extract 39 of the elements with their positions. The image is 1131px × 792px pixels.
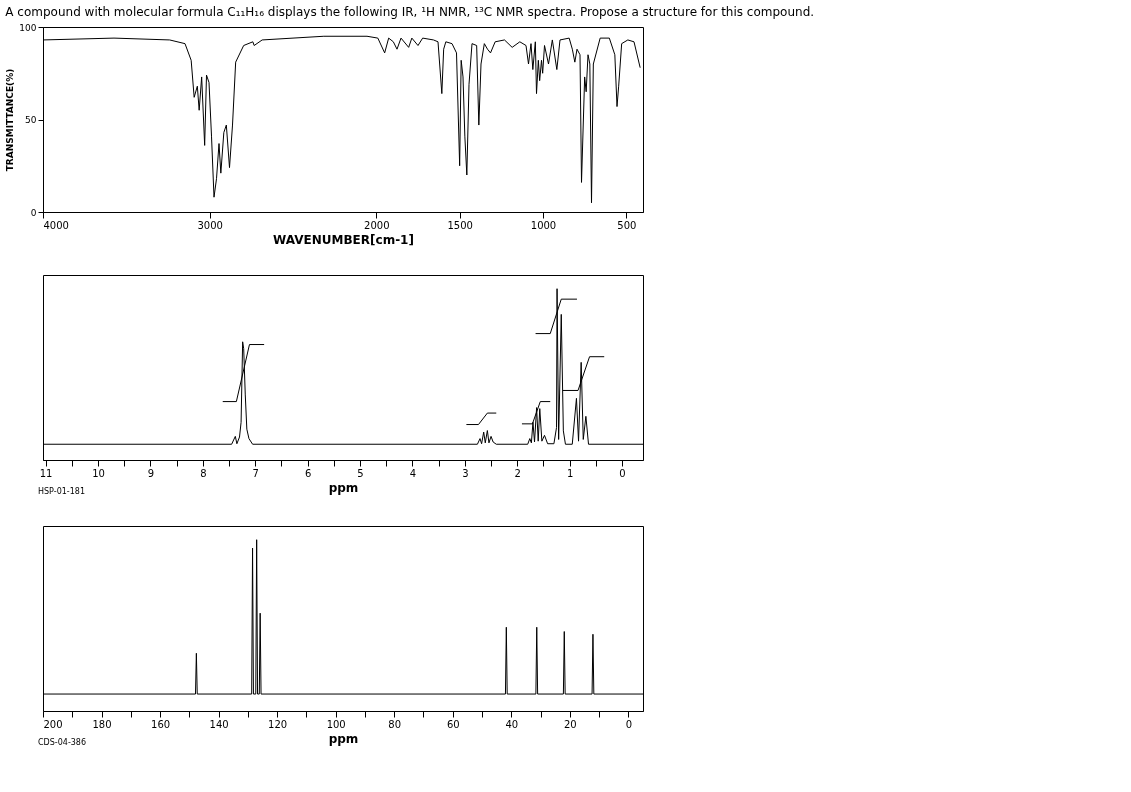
x-tick-label: 8 [200,467,207,479]
x-tick-label: 200 [43,718,63,730]
x-axis-title: ppm [328,731,359,746]
text: CDS-04-386 [38,738,87,747]
x-tick-label: 5 [357,467,364,479]
y-tick-label: 50 [25,115,37,125]
x-axis-title: ppm [328,480,359,495]
x-tick-label: 4 [409,467,417,479]
x-tick-label: 11 [39,467,53,479]
x-tick-label: 7 [252,467,259,479]
x-tick-label: 3000 [197,219,223,231]
x-tick-label: 10 [92,467,105,479]
x-tick-label: 9 [147,467,155,479]
y-tick-label: 100 [19,22,37,33]
x-tick-label: 140 [209,718,229,730]
text: HSP-01-181 [38,487,85,496]
x-tick-label: 500 [617,219,637,231]
x-tick-label: 40 [505,718,519,730]
y-tick-label: 0 [30,207,37,218]
x-tick-label: 6 [304,467,312,479]
x-tick-label: 100 [326,718,346,730]
x-tick-label: 1 [566,467,574,479]
chart-title: A compound with molecular formula C₁₁H₁₆ displays the following IR, ¹H NMR, ¹³C NMR spectra. Propose a structure for this compound. [5,4,815,19]
x-tick-label: 1000 [530,219,557,231]
x-tick-label: 0 [619,467,626,479]
x-tick-label: 3 [462,467,469,479]
x-tick-label: 160 [151,718,171,730]
x-tick-label: 2 [514,467,521,479]
x-tick-label: 0 [625,718,633,730]
x-tick-label: 80 [388,718,402,730]
x-tick-label: 4000 [43,219,69,231]
y-axis-title: TRANSMITTANCE(%) [5,68,16,172]
x-tick-label: 20 [563,718,577,730]
x-tick-label: 60 [446,718,460,730]
x-tick-label: 1500 [447,219,473,231]
x-tick-label: 180 [92,718,112,730]
x-tick-label: 120 [268,718,288,730]
x-tick-label: 2000 [364,219,390,231]
x-axis-title: WAVENUMBER[cm-1] [273,232,414,247]
